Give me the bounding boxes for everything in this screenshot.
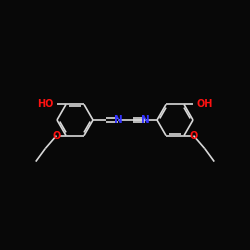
Text: O: O <box>190 130 198 140</box>
Text: N: N <box>141 115 150 125</box>
Text: O: O <box>52 130 60 140</box>
Text: HO: HO <box>37 100 54 110</box>
Text: N: N <box>114 115 122 125</box>
Text: OH: OH <box>196 100 213 110</box>
